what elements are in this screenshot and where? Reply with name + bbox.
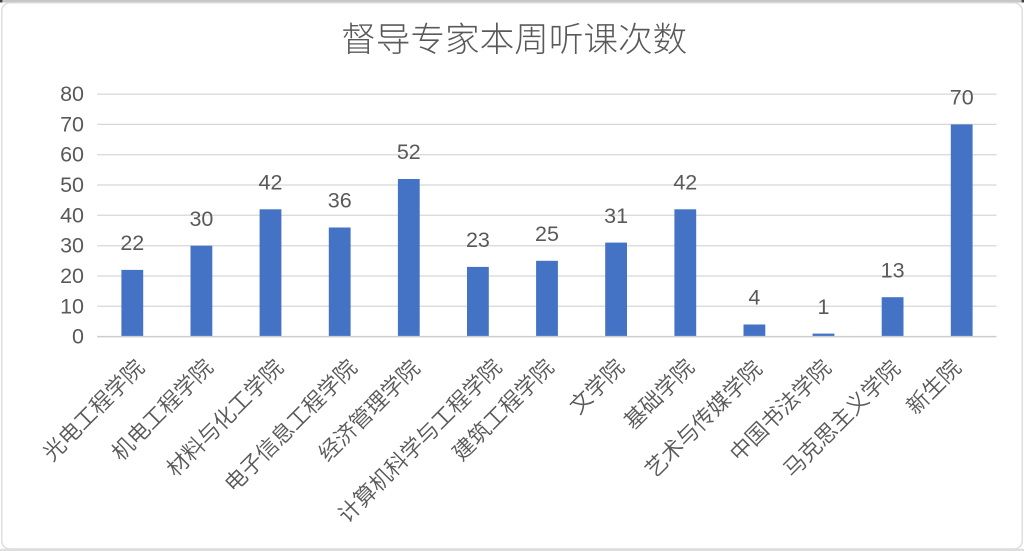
svg-text:36: 36 bbox=[328, 189, 352, 213]
svg-text:20: 20 bbox=[60, 264, 84, 288]
svg-text:13: 13 bbox=[881, 258, 905, 282]
svg-text:70: 70 bbox=[60, 112, 84, 136]
svg-text:50: 50 bbox=[60, 173, 84, 197]
svg-text:42: 42 bbox=[673, 171, 697, 195]
svg-text:30: 30 bbox=[60, 234, 84, 258]
svg-text:31: 31 bbox=[604, 204, 628, 228]
svg-text:30: 30 bbox=[189, 207, 213, 231]
svg-text:52: 52 bbox=[397, 140, 421, 164]
svg-text:70: 70 bbox=[950, 86, 974, 110]
svg-text:80: 80 bbox=[60, 82, 84, 106]
svg-text:0: 0 bbox=[72, 325, 84, 349]
svg-text:10: 10 bbox=[60, 294, 84, 318]
svg-text:25: 25 bbox=[535, 222, 559, 246]
svg-text:4: 4 bbox=[748, 286, 760, 310]
svg-text:40: 40 bbox=[60, 203, 84, 227]
svg-text:22: 22 bbox=[120, 231, 144, 255]
svg-text:1: 1 bbox=[818, 295, 830, 319]
svg-text:23: 23 bbox=[466, 228, 490, 252]
svg-text:42: 42 bbox=[259, 171, 283, 195]
svg-text:60: 60 bbox=[60, 143, 84, 167]
